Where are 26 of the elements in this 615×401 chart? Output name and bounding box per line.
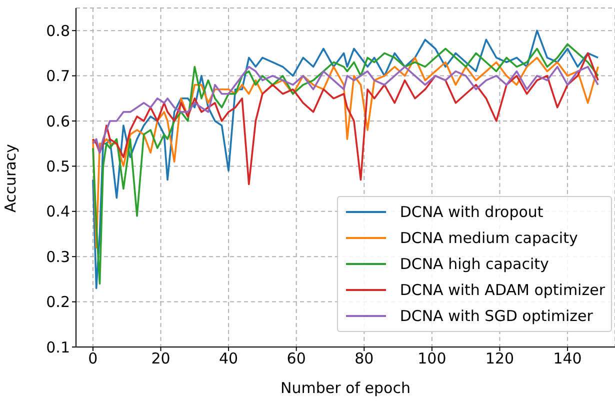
- line-series: [92, 52, 599, 186]
- y-tick-label: 0.4: [46, 202, 70, 221]
- y-tick-label: 0.1: [46, 338, 70, 356]
- x-tick-label: 60: [286, 350, 306, 368]
- y-tick-label: 0.3: [46, 248, 70, 266]
- x-tick-label: 0: [88, 350, 98, 368]
- legend-label: DCNA with dropout: [400, 203, 544, 221]
- y-tick-label: 0.5: [46, 158, 70, 176]
- y-tick-label: 0.2: [46, 293, 70, 312]
- y-tick-label: 0.8: [46, 22, 70, 40]
- x-tick-label: 40: [219, 350, 238, 368]
- x-tick-label: 20: [151, 350, 170, 368]
- x-tick-label: 120: [485, 350, 514, 368]
- x-tick-label: 80: [354, 350, 374, 368]
- x-tick-label: 140: [553, 350, 582, 368]
- line-series: [92, 56, 599, 248]
- y-tick-label: 0.6: [46, 112, 70, 130]
- line-series: [92, 66, 599, 154]
- legend-label: DCNA medium capacity: [400, 229, 578, 247]
- legend-label: DCNA with SGD optimizer: [400, 307, 593, 325]
- y-tick-label: 0.7: [46, 67, 70, 86]
- x-tick-label: 100: [418, 350, 446, 368]
- legend-label: DCNA with ADAM optimizer: [400, 281, 605, 299]
- legend-label: DCNA high capacity: [400, 255, 549, 273]
- y-axis-title: Accuracy: [1, 144, 20, 212]
- x-axis-title: Number of epoch: [280, 379, 410, 397]
